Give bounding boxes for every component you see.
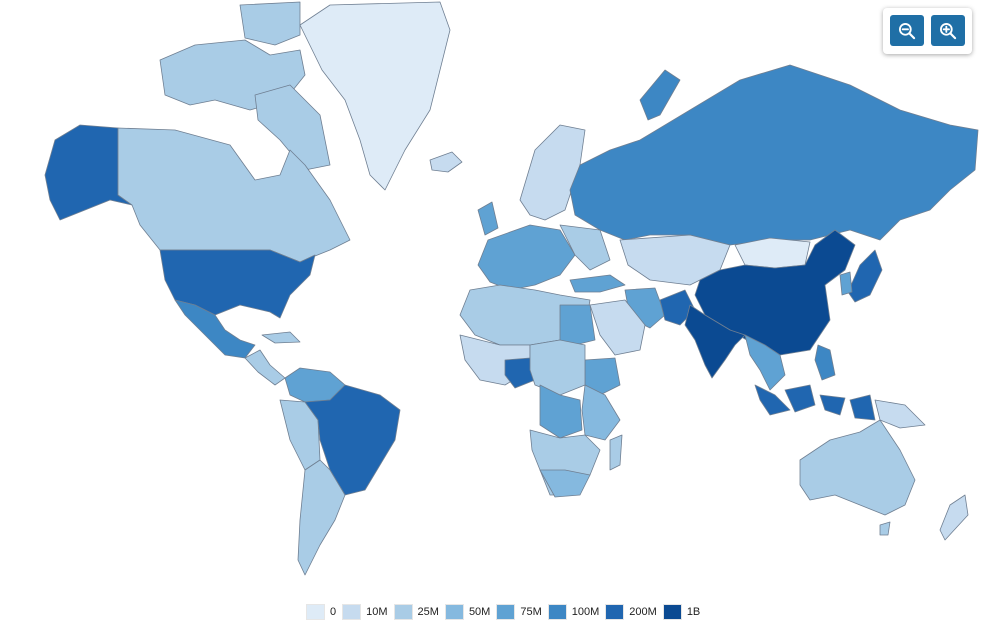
legend-label: 100M — [571, 606, 600, 618]
region-papua[interactable] — [874, 399, 926, 429]
region-iceland[interactable] — [429, 151, 463, 173]
legend-swatch — [547, 604, 567, 620]
legend-item: 75M — [496, 604, 542, 620]
region-south-africa[interactable] — [539, 469, 591, 498]
region-southeast-asia[interactable] — [744, 334, 786, 391]
legend-label: 1B — [686, 606, 701, 618]
region-argentina[interactable] — [297, 459, 346, 576]
region-mexico[interactable] — [174, 299, 256, 359]
legend-item: 100M — [547, 604, 600, 620]
legend-item: 0 — [306, 604, 336, 620]
zoom-controls — [883, 8, 972, 54]
world-map[interactable] — [0, 0, 989, 590]
region-greenland[interactable] — [299, 1, 451, 191]
region-mongolia[interactable] — [734, 237, 811, 269]
region-korea[interactable] — [839, 271, 853, 296]
region-canada[interactable] — [117, 127, 351, 263]
legend-item: 10M — [342, 604, 388, 620]
region-central-america[interactable] — [244, 349, 286, 386]
region-russia[interactable] — [569, 64, 979, 246]
region-india[interactable] — [684, 304, 746, 379]
region-uk[interactable] — [477, 201, 499, 236]
region-dr-congo[interactable] — [539, 384, 583, 439]
region-japan[interactable] — [847, 249, 883, 303]
region-turkey[interactable] — [569, 274, 626, 293]
zoom-in-button[interactable] — [931, 15, 965, 46]
region-nigeria[interactable] — [504, 357, 536, 389]
legend-swatch — [342, 604, 362, 620]
zoom-in-icon — [940, 22, 957, 39]
legend-swatch — [444, 604, 464, 620]
region-saudi-arabia[interactable] — [589, 299, 646, 356]
legend-swatch — [393, 604, 413, 620]
region-eastern-europe[interactable] — [559, 224, 611, 271]
region-novaya-zemlya[interactable] — [639, 69, 681, 121]
region-new-zealand[interactable] — [939, 494, 969, 541]
color-legend: 0 10M 25M 50M 75M 100M 200M 1B — [306, 604, 706, 620]
region-tasmania[interactable] — [879, 521, 891, 536]
zoom-out-icon — [899, 22, 916, 39]
region-philippines[interactable] — [814, 344, 836, 381]
legend-item: 200M — [605, 604, 657, 620]
legend-label: 75M — [520, 606, 542, 618]
baffin-island[interactable] — [254, 84, 331, 171]
region-alaska[interactable] — [44, 124, 133, 221]
region-egypt[interactable] — [559, 304, 596, 346]
legend-item: 25M — [393, 604, 439, 620]
legend-swatch — [496, 604, 516, 620]
region-indonesia[interactable] — [754, 384, 876, 421]
region-central-africa[interactable] — [529, 339, 586, 396]
legend-label: 25M — [417, 606, 439, 618]
zoom-out-button[interactable] — [890, 15, 924, 46]
legend-label: 200M — [629, 606, 657, 618]
legend-label: 10M — [366, 606, 388, 618]
world-map-svg[interactable] — [0, 0, 989, 590]
ellesmere-island[interactable] — [239, 1, 301, 46]
legend-swatch — [662, 604, 682, 620]
region-east-africa[interactable] — [581, 384, 621, 441]
region-australia[interactable] — [799, 419, 916, 516]
region-madagascar[interactable] — [609, 434, 623, 471]
region-western-europe[interactable] — [477, 224, 576, 291]
legend-item: 1B — [662, 604, 701, 620]
region-brazil[interactable] — [304, 384, 401, 496]
legend-label: 50M — [468, 606, 491, 618]
legend-label: 0 — [330, 606, 337, 618]
legend-swatch — [605, 604, 625, 620]
region-cuba[interactable] — [261, 331, 301, 344]
legend-item: 50M — [444, 604, 491, 620]
legend-swatch — [306, 604, 325, 620]
